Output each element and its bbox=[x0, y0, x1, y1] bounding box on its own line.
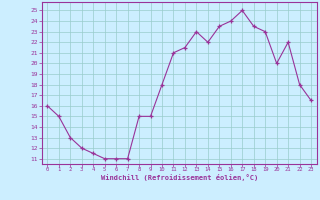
X-axis label: Windchill (Refroidissement éolien,°C): Windchill (Refroidissement éolien,°C) bbox=[100, 174, 258, 181]
